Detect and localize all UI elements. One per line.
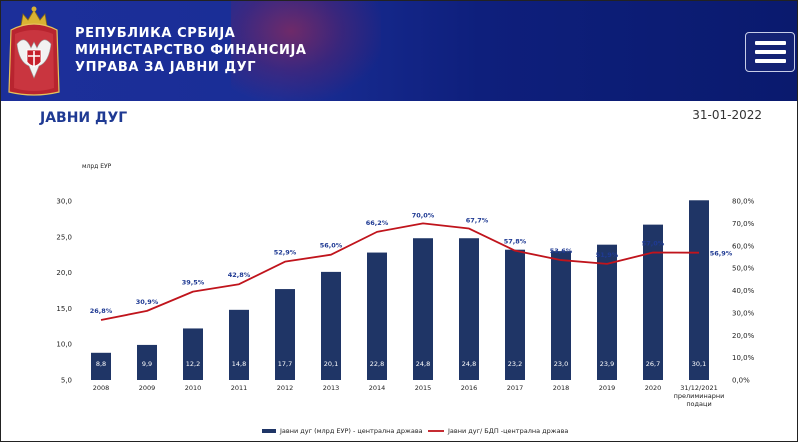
bar-value-label: 12,2: [186, 360, 200, 368]
line-value-label: 56,0%: [320, 242, 343, 250]
legend-line-label: Јавни дуг/ БДП -централна држава: [447, 427, 568, 435]
y-left-tick-label: 20,0: [56, 269, 72, 277]
title-line-agency: УПРАВА ЗА ЈАВНИ ДУГ: [75, 60, 257, 75]
bar-value-label: 22,8: [370, 360, 384, 368]
line-value-label: 30,9%: [136, 298, 159, 306]
x-tick-label: 31/12/2021: [680, 384, 717, 392]
y-right-tick-label: 70,0%: [732, 220, 755, 228]
debt-bar: [689, 200, 709, 380]
x-tick-label: 2011: [231, 384, 248, 392]
line-value-label: 56,9%: [710, 250, 733, 258]
flag-background: [231, 1, 381, 101]
y-right-tick-label: 50,0%: [732, 265, 755, 273]
x-tick-label: 2008: [93, 384, 110, 392]
line-value-label: 39,5%: [182, 279, 205, 287]
x-tick-label: 2014: [369, 384, 386, 392]
debt-bar: [413, 238, 433, 380]
x-tick-label: 2010: [185, 384, 202, 392]
x-tick-label: прелиминарни: [674, 392, 725, 400]
agency-title: РЕПУБЛИКА СРБИЈА МИНИСТАРСТВО ФИНАНСИЈА …: [75, 25, 307, 76]
line-value-label: 26,8%: [90, 307, 113, 315]
bar-value-label: 20,1: [324, 360, 338, 368]
public-debt-chart: млрд ЕУР 5,0 10,0 15,0 20,0 25,0 30,0 0,0% 10,…: [0, 130, 800, 444]
bar-value-label: 9,9: [142, 360, 152, 368]
line-value-label: 52,9%: [274, 249, 297, 257]
y-left-tick-label: 30,0: [56, 198, 72, 206]
x-tick-label: 2017: [507, 384, 524, 392]
chart-canvas: млрд ЕУР 5,0 10,0 15,0 20,0 25,0 30,0 0,0% 10,…: [56, 163, 755, 435]
x-tick-label: 2009: [139, 384, 156, 392]
line-value-label: 51,9%: [596, 251, 619, 259]
debt-bar: [137, 344, 157, 380]
hamburger-menu-icon: [755, 41, 786, 45]
site-header: РЕПУБЛИКА СРБИЈА МИНИСТАРСТВО ФИНАНСИЈА …: [1, 1, 798, 101]
y-right-tick-label: 40,0%: [732, 287, 755, 295]
x-tick-label: 2020: [645, 384, 662, 392]
y-right-tick-label: 20,0%: [732, 332, 755, 340]
hamburger-menu-icon: [755, 59, 786, 63]
bar-value-label: 24,8: [462, 360, 476, 368]
debt-bar: [505, 249, 525, 380]
bar-value-label: 23,9: [600, 360, 614, 368]
debt-bar: [367, 252, 387, 380]
line-value-label: 67,7%: [466, 217, 489, 225]
page-title: ЈАВНИ ДУГ: [40, 110, 128, 126]
debt-bar: [551, 251, 571, 380]
debt-bar: [321, 271, 341, 380]
bar-value-label: 8,8: [96, 360, 106, 368]
x-tick-label: 2019: [599, 384, 616, 392]
y-left-tick-label: 5,0: [61, 377, 72, 385]
y-left-tick-label: 15,0: [56, 305, 72, 313]
line-value-label: 53,6%: [550, 247, 573, 255]
line-value-label: 42,8%: [228, 271, 251, 279]
bar-value-label: 23,2: [508, 360, 522, 368]
line-value-label: 70,0%: [412, 211, 435, 219]
y-right-tick-label: 30,0%: [732, 309, 755, 317]
menu-button[interactable]: [745, 32, 795, 72]
bar-value-label: 17,7: [278, 360, 292, 368]
y-left-tick-label: 10,0: [56, 341, 72, 349]
debt-bar: [275, 289, 295, 380]
x-tick-label: 2016: [461, 384, 478, 392]
bar-value-label: 26,7: [646, 360, 660, 368]
line-value-label: 57,0%: [642, 239, 665, 247]
x-tick-label: подаци: [686, 400, 711, 408]
page-date: 31-01-2022: [692, 108, 762, 122]
y-axis-left-label: млрд ЕУР: [82, 163, 112, 170]
bar-value-label: 30,1: [692, 360, 706, 368]
serbian-coat-of-arms-icon[interactable]: [7, 4, 61, 98]
line-value-label: 57,8%: [504, 238, 527, 246]
legend-bar-label: Јавни дуг (млрд ЕУР) - централна држава: [279, 427, 423, 435]
y-right-tick-label: 10,0%: [732, 354, 755, 362]
y-right-tick-label: 80,0%: [732, 198, 755, 206]
y-right-tick-label: 0,0%: [732, 377, 750, 385]
bar-value-label: 24,8: [416, 360, 430, 368]
debt-bar: [91, 352, 111, 380]
debt-bar: [229, 309, 249, 380]
y-right-tick-label: 60,0%: [732, 242, 755, 250]
title-line-country: РЕПУБЛИКА СРБИЈА: [75, 26, 236, 41]
x-tick-label: 2018: [553, 384, 570, 392]
debt-bar: [183, 328, 203, 380]
debt-bar: [459, 238, 479, 380]
debt-bar: [643, 224, 663, 380]
x-tick-label: 2012: [277, 384, 294, 392]
line-value-label: 66,2%: [366, 219, 389, 227]
title-line-ministry: МИНИСТАРСТВО ФИНАНСИЈА: [75, 43, 307, 58]
debt-to-gdp-line: [100, 222, 700, 321]
y-left-tick-label: 25,0: [56, 233, 72, 241]
bar-value-label: 23,0: [554, 360, 568, 368]
debt-bar: [597, 244, 617, 380]
bar-value-label: 14,8: [232, 360, 246, 368]
x-tick-label: 2013: [323, 384, 340, 392]
hamburger-menu-icon: [755, 50, 786, 54]
x-tick-label: 2015: [415, 384, 432, 392]
legend-bar-swatch: [262, 429, 276, 433]
